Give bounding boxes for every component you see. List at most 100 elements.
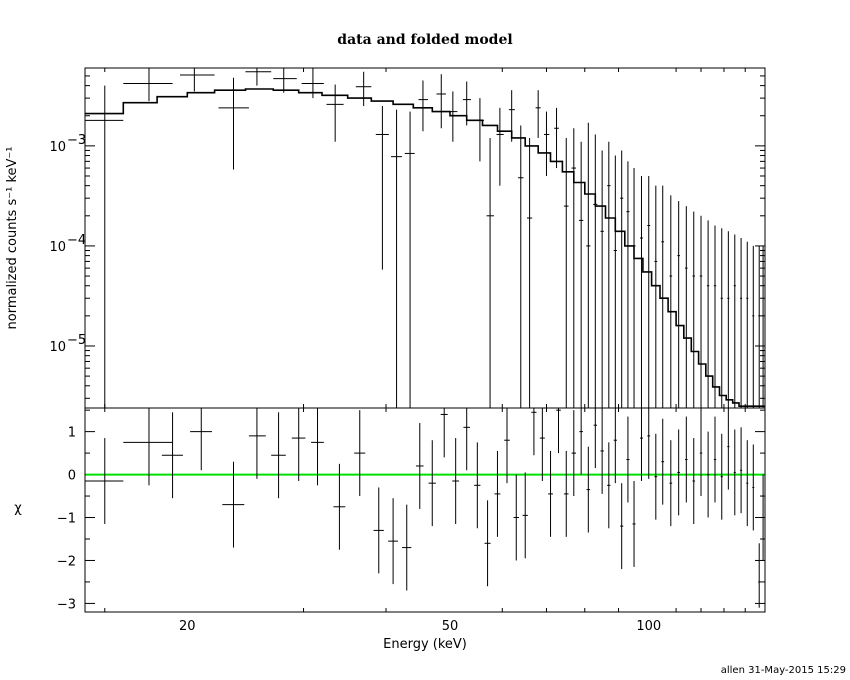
residual-point [291,408,306,482]
residual-point [563,450,569,537]
residual-point [531,408,537,456]
data-point [486,137,495,408]
residual-point [522,472,528,559]
x-tick-label: 20 [179,619,196,634]
residual-point [620,483,624,570]
y-tick-label: 10 [49,340,66,355]
residual-point [720,433,723,520]
residual-point [190,408,212,471]
residual-point [388,498,398,585]
residual-point [556,408,561,454]
data-point [578,141,584,408]
residual-point [654,433,658,520]
y-tick-label: 0 [68,469,76,484]
bottom-y-tick-labels: 1 0 −1 −2 −3 [57,426,76,613]
residual-point [699,410,703,497]
residual-point [440,408,448,458]
residual-point [474,442,481,529]
data-point [593,134,598,408]
residual-point [600,408,604,494]
residual-point [762,474,765,561]
data-point [526,137,533,408]
y-tick-label: −2 [57,554,76,569]
top-y-axis-label: normalized counts s⁻¹ keV⁻¹ [5,147,20,330]
data-point [647,175,651,408]
data-point [600,150,604,408]
data-point [496,107,504,186]
y-tick-label-exponent: −3 [67,133,86,148]
data-point [752,245,755,408]
data-point [218,77,249,170]
residual-point [740,427,743,514]
residual-point [513,474,519,561]
data-point [706,220,710,408]
model-histogram [85,88,765,407]
x-tick-label: 50 [442,619,459,634]
residual-point [607,442,611,529]
y-tick-label-exponent: −5 [67,333,86,348]
data-point [677,201,680,408]
data-point [632,168,636,408]
data-point [661,185,665,408]
residual-point [640,408,643,482]
residual-point [271,412,286,499]
residual-point [746,440,749,527]
data-point [375,106,389,270]
data-point [273,68,297,93]
data-point [518,125,524,408]
data-point [713,225,717,408]
data-point [554,107,559,169]
data-point [390,109,403,408]
y-tick-label: −3 [57,597,76,612]
residual-point [613,408,617,484]
y-tick-label: 10 [49,140,66,155]
data-point [692,211,695,408]
data-point [535,90,541,138]
residual-point [354,410,366,497]
x-axis-label: Energy (keV) [383,637,467,652]
data-point [571,128,577,408]
residual-point [463,408,470,471]
data-point [326,84,344,142]
residual-point [752,444,755,531]
residual-point [415,423,424,509]
residual-point [373,487,384,574]
residual-point [548,450,553,537]
residual-point [311,408,324,486]
data-point [758,245,761,408]
data-point [685,206,688,408]
data-point [301,68,324,99]
residual-point [161,412,183,499]
residual-point [733,429,736,516]
data-point [607,141,611,408]
residual-point [123,408,173,486]
residual-point [452,438,460,524]
data-point [245,68,272,86]
residual-point [692,438,695,524]
chart-title: data and folded model [337,32,512,48]
residual-point [539,408,545,482]
data-point [448,91,458,142]
data-point [586,122,591,408]
residual-data-points [85,408,765,608]
residual-point [333,463,346,550]
residual-point [222,461,245,548]
data-point [640,175,643,408]
residual-point [593,408,598,469]
data-point [733,234,736,408]
data-point [727,231,730,408]
x-tick-labels: 20 50 100 [179,619,661,634]
data-point [544,111,550,176]
data-point [762,245,765,408]
top-panel: 10−310−410−5 normalized counts s⁻¹ keV⁻¹ [5,67,766,409]
residual-point [626,416,630,503]
residual-point [484,500,491,587]
residual-point [685,416,688,503]
y-tick-label: 10 [49,240,66,255]
data-point [740,238,743,408]
data-point [180,68,215,92]
data-point [123,68,173,102]
residual-point [248,408,266,479]
residual-point [85,438,124,524]
